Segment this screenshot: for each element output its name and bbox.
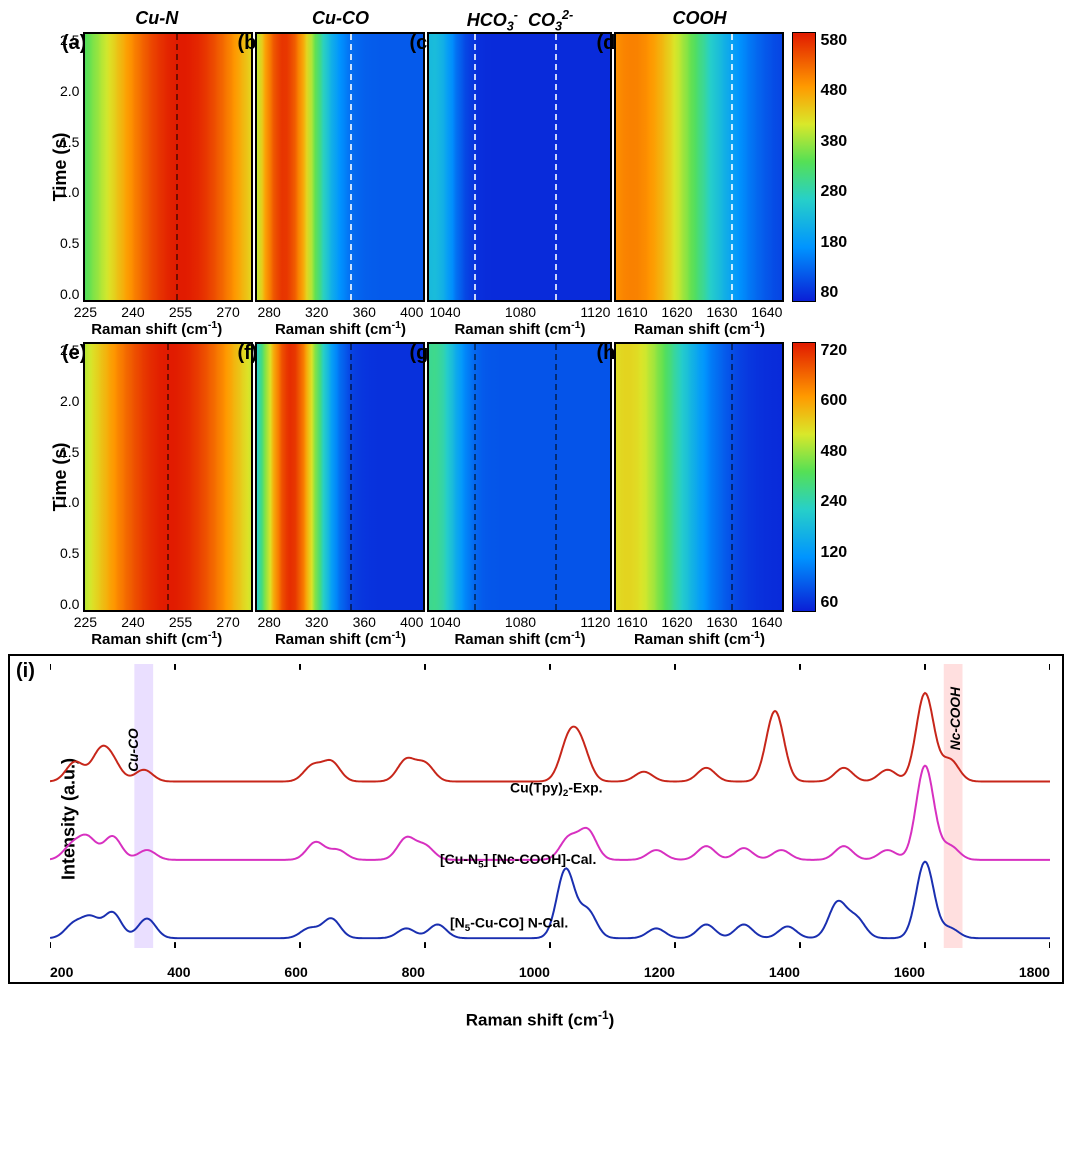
heatmap-e: [83, 342, 253, 612]
heatmap-d: [614, 32, 784, 302]
colorbar-bottom-ticks: 72060048024012060: [820, 342, 847, 612]
spectrum-plot: Cu(Tpy)2-Exp.[Cu-N5] [Nc-COOH]-Cal.[N5-C…: [50, 664, 1050, 948]
xlabel-h: Raman shift (cm-1): [634, 629, 765, 648]
xlabel-e: Raman shift (cm-1): [91, 629, 222, 648]
heatmap-f: [255, 342, 425, 612]
xlabel-c: Raman shift (cm-1): [454, 319, 585, 338]
xaxis-b: 280320360400: [255, 304, 425, 320]
xaxis-a: 225240255270: [72, 304, 242, 320]
xlabel-g: Raman shift (cm-1): [454, 629, 585, 648]
panel-f: (f) 280320360400 Raman shift (cm-1): [255, 342, 425, 648]
spectrum-xlabel: Raman shift (cm-1): [8, 1008, 1072, 1031]
xlabel-a: Raman shift (cm-1): [91, 319, 222, 338]
colorbar-top-bar: [792, 32, 816, 302]
xaxis-f: 280320360400: [255, 614, 425, 630]
panel-tag-i: (i): [16, 660, 35, 683]
spectrum-svg: Cu(Tpy)2-Exp.[Cu-N5] [Nc-COOH]-Cal.[N5-C…: [50, 664, 1050, 948]
xaxis-d: 1610162016301640: [614, 304, 784, 320]
colorbar-top-ticks: 58048038028018080: [820, 32, 847, 302]
row-bottom: (e) Time (s) 2.52.01.51.00.50.0 22524025…: [8, 342, 1072, 648]
panel-e: (e) Time (s) 2.52.01.51.00.50.0 22524025…: [60, 342, 253, 648]
panel-i: (i) Intensity (a.u.) Cu(Tpy)2-Exp.[Cu-N5…: [8, 654, 1064, 984]
heatmap-h: [614, 342, 784, 612]
heatmap-c: [427, 32, 612, 302]
colorbar-top: 58048038028018080: [792, 32, 847, 302]
xlabel-d: Raman shift (cm-1): [634, 319, 765, 338]
row-top: Cu-N (a) Time (s) 2.52.01.51.00.50.0 225…: [8, 8, 1072, 338]
xlabel-f: Raman shift (cm-1): [275, 629, 406, 648]
svg-text:Nc-COOH: Nc-COOH: [947, 686, 963, 750]
colorbar-bottom: 72060048024012060: [792, 342, 847, 612]
panel-c: HCO3- CO32- (c) 104010801120 Raman shift…: [427, 8, 612, 338]
colorbar-bottom-bar: [792, 342, 816, 612]
col-title-cooh: COOH: [672, 8, 726, 32]
ylabel-top: Time (s): [50, 133, 71, 202]
heatmap-rows: Cu-N (a) Time (s) 2.52.01.51.00.50.0 225…: [8, 8, 1072, 648]
xaxis-g: 104010801120: [427, 614, 612, 630]
heatmap-g: [427, 342, 612, 612]
xaxis-h: 1610162016301640: [614, 614, 784, 630]
xlabel-b: Raman shift (cm-1): [275, 319, 406, 338]
ylabel-bottom: Time (s): [50, 443, 71, 512]
panel-b: Cu-CO (b) 280320360400 Raman shift (cm-1…: [255, 8, 425, 338]
panel-h: (h) 1610162016301640 Raman shift (cm-1): [614, 342, 784, 648]
spectrum-xaxis: 20040060080010001200140016001800: [50, 964, 1050, 980]
xaxis-c: 104010801120: [427, 304, 612, 320]
heatmap-a: [83, 32, 253, 302]
col-title-hco3: HCO3- CO32-: [467, 8, 573, 32]
panel-a: Cu-N (a) Time (s) 2.52.01.51.00.50.0 225…: [60, 8, 253, 338]
panel-g: (g) 104010801120 Raman shift (cm-1): [427, 342, 612, 648]
heatmap-b: [255, 32, 425, 302]
figure-root: Cu-N (a) Time (s) 2.52.01.51.00.50.0 225…: [8, 8, 1072, 1009]
col-title-cu-co: Cu-CO: [312, 8, 369, 32]
col-title-cu-n: Cu-N: [135, 8, 178, 32]
panel-tag-f: (f): [237, 342, 257, 365]
panel-d: COOH (d) 1610162016301640 Raman shift (c…: [614, 8, 784, 338]
svg-text:Cu-CO: Cu-CO: [125, 728, 141, 772]
xaxis-e: 225240255270: [72, 614, 242, 630]
